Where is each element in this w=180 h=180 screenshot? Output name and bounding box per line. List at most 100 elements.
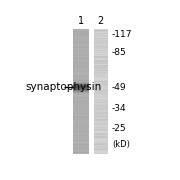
Bar	[73, 101, 89, 102]
Bar	[94, 112, 108, 113]
Bar	[94, 146, 108, 148]
Bar	[73, 65, 89, 67]
Bar	[94, 62, 108, 64]
Bar	[94, 125, 108, 126]
Bar	[94, 107, 108, 108]
Bar	[94, 50, 108, 51]
Bar	[94, 49, 108, 50]
Bar	[73, 130, 89, 131]
Bar	[73, 122, 89, 123]
Bar	[73, 135, 89, 136]
Text: -49: -49	[112, 83, 126, 92]
Bar	[73, 60, 89, 61]
Bar	[94, 94, 108, 96]
Bar	[94, 153, 108, 154]
Bar	[94, 67, 108, 69]
Bar	[94, 119, 108, 121]
Bar	[94, 130, 108, 131]
Bar	[94, 103, 108, 104]
Bar	[94, 132, 108, 133]
Bar	[73, 123, 89, 124]
Bar	[73, 92, 89, 94]
Text: synaptophysin: synaptophysin	[25, 82, 102, 93]
Bar	[94, 104, 108, 105]
Bar	[73, 76, 89, 77]
Bar	[94, 41, 108, 43]
Bar	[94, 101, 108, 102]
Bar	[73, 111, 89, 112]
Bar	[73, 113, 89, 114]
Bar	[73, 105, 89, 106]
Bar	[94, 84, 108, 85]
Bar	[73, 137, 89, 138]
Bar	[73, 109, 89, 110]
Bar	[73, 41, 89, 43]
Bar	[73, 138, 89, 139]
Bar	[73, 88, 89, 89]
Bar	[73, 103, 89, 104]
Bar	[94, 89, 108, 91]
Bar	[73, 72, 89, 73]
Bar	[73, 29, 89, 30]
Bar	[94, 150, 108, 151]
Bar	[73, 67, 89, 69]
Bar	[94, 148, 108, 150]
Bar	[94, 38, 108, 40]
Bar	[94, 33, 108, 34]
Text: 1: 1	[78, 16, 84, 26]
Bar	[73, 48, 89, 49]
Bar	[94, 55, 108, 56]
Bar	[73, 59, 89, 60]
Bar	[94, 80, 108, 81]
Bar	[73, 152, 89, 153]
Bar	[94, 135, 108, 136]
Bar	[94, 86, 108, 87]
Bar	[73, 146, 89, 148]
Bar	[94, 68, 108, 70]
Bar	[73, 85, 89, 86]
Bar	[94, 69, 108, 71]
Bar	[73, 112, 89, 113]
Bar	[94, 48, 108, 49]
Bar	[94, 73, 108, 74]
Bar	[73, 79, 89, 80]
Bar	[73, 144, 89, 146]
Bar	[94, 143, 108, 145]
Bar	[94, 138, 108, 139]
Bar	[94, 117, 108, 119]
Bar	[73, 52, 89, 53]
Bar	[73, 55, 89, 56]
Bar	[73, 132, 89, 133]
Bar	[73, 40, 89, 42]
Bar	[73, 89, 89, 91]
Bar	[94, 34, 108, 35]
Bar	[73, 100, 89, 101]
Bar	[94, 78, 108, 79]
Bar	[94, 90, 108, 92]
Bar	[94, 93, 108, 95]
Bar	[94, 111, 108, 112]
Bar	[94, 100, 108, 101]
Bar	[73, 99, 89, 100]
Bar	[73, 64, 89, 66]
Bar	[73, 148, 89, 150]
Bar	[94, 71, 108, 72]
Bar	[73, 118, 89, 120]
Bar	[73, 141, 89, 143]
Bar	[73, 133, 89, 134]
Bar	[73, 49, 89, 50]
Bar	[94, 152, 108, 153]
Bar	[94, 134, 108, 135]
Bar	[94, 83, 108, 84]
Bar	[73, 73, 89, 74]
Bar	[73, 31, 89, 32]
Bar	[73, 136, 89, 137]
Bar	[73, 129, 89, 130]
Bar	[73, 66, 89, 68]
Bar	[94, 139, 108, 140]
Bar	[94, 29, 108, 30]
Bar	[73, 62, 89, 64]
Bar	[94, 91, 108, 93]
Bar	[73, 78, 89, 79]
Bar	[73, 96, 89, 98]
